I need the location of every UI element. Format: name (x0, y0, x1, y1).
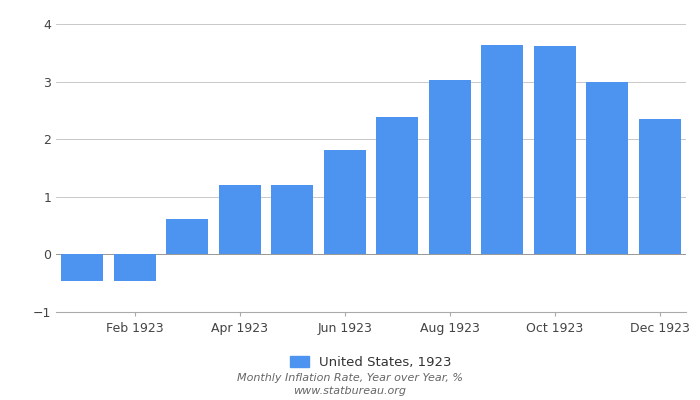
Bar (428, 80, 470, 254)
Bar (272, 185, 314, 254)
Text: www.statbureau.org: www.statbureau.org (293, 386, 407, 396)
Bar (638, 119, 680, 254)
Bar (377, 117, 419, 254)
Legend: United States, 1923: United States, 1923 (290, 356, 452, 369)
Bar (113, 254, 155, 282)
Bar (62, 254, 104, 282)
Bar (167, 219, 209, 254)
Text: Monthly Inflation Rate, Year over Year, %: Monthly Inflation Rate, Year over Year, … (237, 373, 463, 383)
Bar (533, 46, 575, 254)
Bar (482, 45, 524, 254)
Bar (218, 185, 260, 254)
Bar (323, 150, 365, 254)
Bar (587, 82, 629, 254)
